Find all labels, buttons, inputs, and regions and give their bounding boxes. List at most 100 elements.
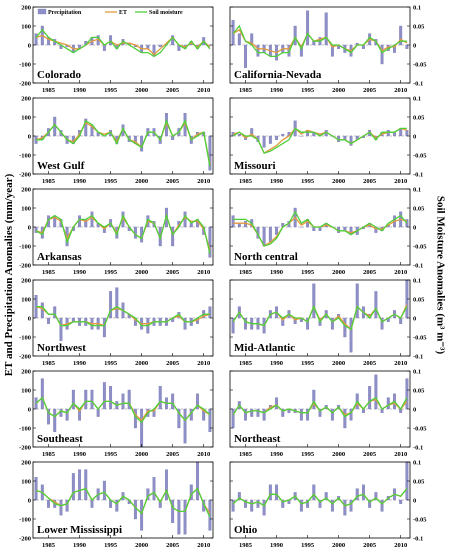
precip-bar xyxy=(34,397,38,410)
precip-bar xyxy=(386,397,390,410)
precip-bar xyxy=(312,484,316,501)
x-tick-label: 1985 xyxy=(239,178,253,185)
y-tick-label: 200 xyxy=(21,368,31,375)
precip-bar xyxy=(399,25,403,46)
x-tick-label: 1990 xyxy=(73,451,86,458)
precip-bar xyxy=(115,287,119,319)
x-tick-label: 1985 xyxy=(239,542,253,549)
precip-bar xyxy=(84,469,88,501)
x-tick-label: 1995 xyxy=(301,269,315,276)
precip-bar xyxy=(47,317,50,324)
x-tick-label: 1990 xyxy=(73,542,86,549)
y-tick-label: 100 xyxy=(21,387,31,394)
soil-moisture-line xyxy=(36,305,210,327)
precip-bar xyxy=(96,408,100,417)
precip-bar xyxy=(208,306,212,319)
precip-bar xyxy=(405,44,409,49)
precip-bar xyxy=(237,33,241,46)
panel-california-nevada: -0.1 -0.05 0 0.05 0.1 1985 1990 1995 2000 2005 201… xyxy=(229,4,427,94)
soil-moisture-line xyxy=(232,396,408,418)
panel-northwest: -200 -100 0 100 200 1985 1990 1995 2000 2005 2010 N… xyxy=(19,277,214,367)
precip-bar xyxy=(237,492,241,501)
x-tick-label: 1990 xyxy=(270,451,283,458)
precip-bar xyxy=(53,306,57,319)
legend-et-label: ET xyxy=(119,10,127,16)
y-tick-label: 0 xyxy=(28,406,31,413)
precip-bar xyxy=(109,386,113,410)
y-tick-label: -200 xyxy=(19,80,31,87)
x-tick-label: 1995 xyxy=(301,87,315,94)
precip-bar xyxy=(40,378,44,410)
y2-tick-label: 0.05 xyxy=(413,114,425,121)
y-tick-label: 200 xyxy=(21,277,31,284)
soil-moisture-line xyxy=(35,487,211,518)
precip-bar xyxy=(299,499,303,512)
region-title: Colorado xyxy=(37,69,82,81)
y2-tick-label: 0.05 xyxy=(413,387,425,394)
precip-bar xyxy=(133,499,137,520)
x-tick-label: 2010 xyxy=(197,269,210,276)
soil-moisture-line xyxy=(233,210,408,247)
x-tick-label: 2000 xyxy=(332,269,345,276)
legend-precip-swatch xyxy=(37,8,47,15)
x-tick-label: 2010 xyxy=(197,87,210,94)
precip-bar xyxy=(40,302,44,319)
region-title: West Gulf xyxy=(37,160,85,172)
x-tick-label: 1995 xyxy=(301,360,315,367)
precip-bar xyxy=(349,135,353,146)
y-tick-label: 0 xyxy=(28,224,31,231)
precip-bar xyxy=(256,408,260,417)
precip-bar xyxy=(71,473,75,501)
precip-bar xyxy=(208,408,212,432)
x-tick-label: 2005 xyxy=(363,542,377,549)
panel-mid-atlantic: -0.1 -0.05 0 0.05 0.1 1985 1990 1995 2000 2005 201… xyxy=(229,277,427,367)
soil-moisture-line xyxy=(36,118,211,167)
panel-arkansas: -200 -100 0 100 200 1985 1990 1995 2000 2005 2010 A… xyxy=(19,186,214,276)
precip-bar xyxy=(171,35,175,46)
precip-bar xyxy=(231,408,235,429)
x-tick-label: 1995 xyxy=(301,178,315,185)
panel-missouri: -0.1 -0.05 0 0.05 0.1 1985 1990 1995 2000 2005 201… xyxy=(229,95,427,185)
precip-bar xyxy=(405,130,409,137)
precip-bar xyxy=(306,10,310,46)
precip-bar xyxy=(196,393,199,410)
y-tick-label: -100 xyxy=(19,152,31,159)
region-title: Northeast xyxy=(234,433,281,445)
precip-bar xyxy=(59,317,63,341)
y2-tick-label: -0.05 xyxy=(413,243,427,250)
precip-bar xyxy=(306,317,310,330)
x-tick-label: 1995 xyxy=(104,87,118,94)
y2-tick-label: -0.1 xyxy=(413,80,423,87)
region-title: Missouri xyxy=(234,160,276,172)
y2-tick-label: 0.1 xyxy=(413,4,421,11)
y2-tick-label: 0 xyxy=(413,497,416,504)
legend-sm-label: Soil moisture xyxy=(149,10,183,16)
precip-bar xyxy=(244,317,247,330)
x-tick-label: 2000 xyxy=(332,451,345,458)
precip-bar xyxy=(78,469,82,501)
x-tick-label: 1985 xyxy=(42,87,56,94)
precip-bar xyxy=(102,480,106,501)
precip-bar xyxy=(374,374,378,410)
precip-bar xyxy=(59,499,63,516)
precip-bar xyxy=(47,499,50,508)
precip-bar xyxy=(171,499,175,523)
precip-bar xyxy=(231,499,235,512)
precip-bar xyxy=(109,35,113,46)
y-tick-label: -200 xyxy=(19,535,31,542)
precip-bar xyxy=(158,44,162,48)
x-tick-label: 2000 xyxy=(332,542,345,549)
x-tick-label: 1995 xyxy=(301,542,315,549)
precip-bar xyxy=(244,44,247,68)
y2-tick-label: -0.05 xyxy=(413,334,427,341)
precip-bar xyxy=(250,408,254,417)
soil-moisture-line xyxy=(232,304,408,331)
precip-bar xyxy=(196,461,199,501)
y-tick-label: 200 xyxy=(21,4,31,11)
precip-bar xyxy=(231,215,235,228)
x-tick-label: 1985 xyxy=(42,360,56,367)
precip-bar xyxy=(250,499,254,512)
x-tick-label: 2000 xyxy=(135,451,148,458)
precip-bar xyxy=(306,408,310,421)
